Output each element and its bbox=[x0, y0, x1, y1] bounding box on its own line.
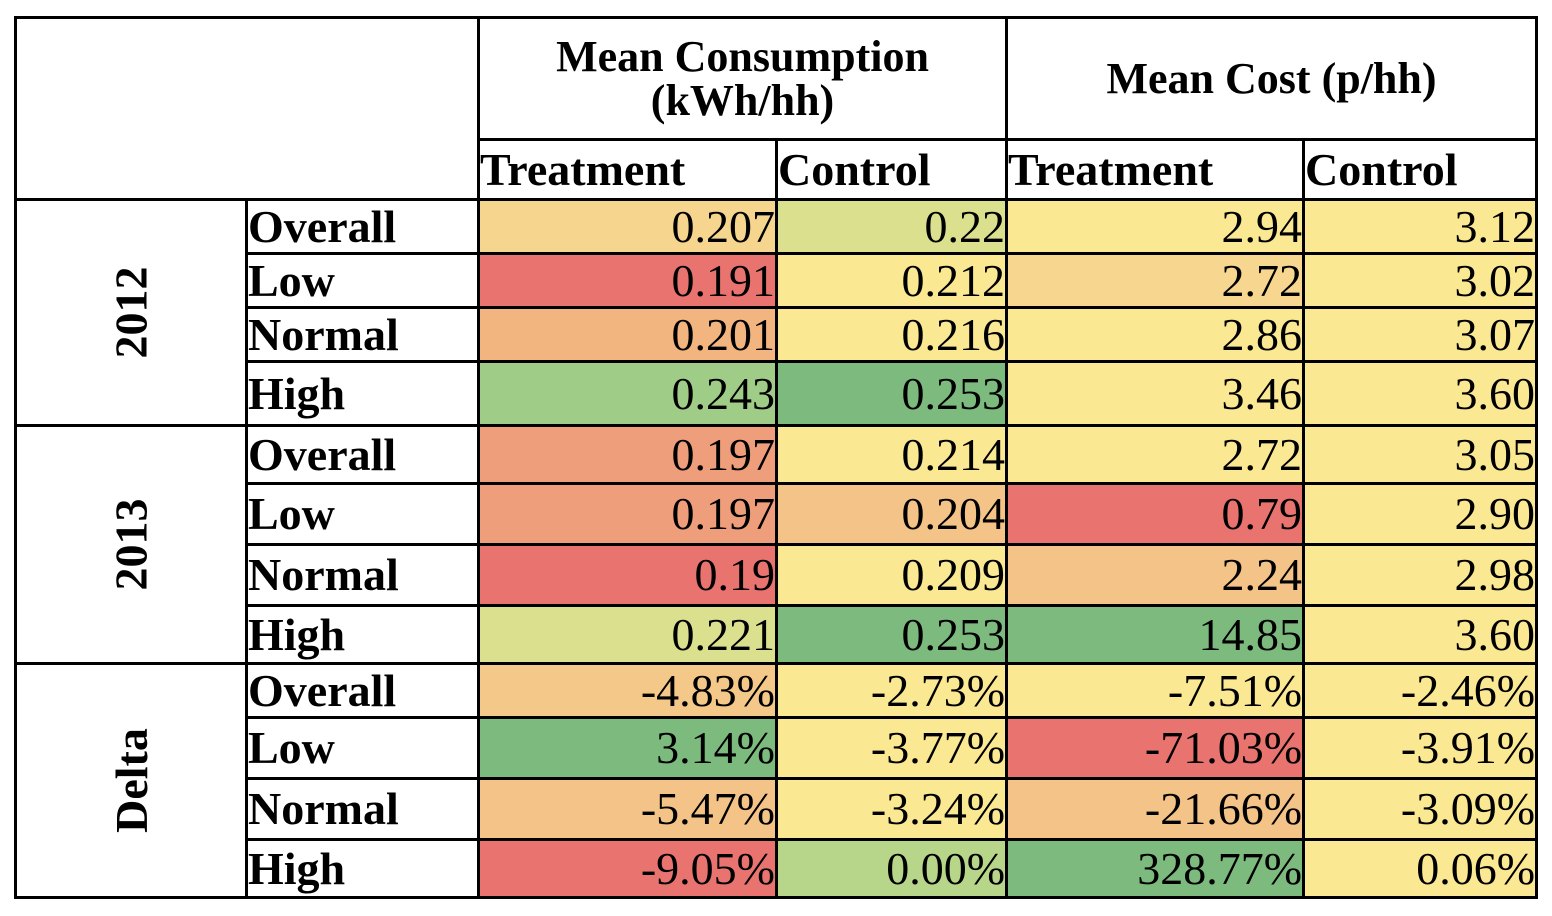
table-row: High 0.221 0.253 14.85 3.60 bbox=[16, 604, 1539, 665]
header-row-sub: Treatment Control Treatment Control bbox=[16, 138, 1539, 201]
table-row: 2013 Overall 0.197 0.214 2.72 3.05 bbox=[14, 424, 1539, 665]
sub-header-consumption-treatment: Treatment bbox=[477, 138, 778, 201]
value-cell: 0.19 bbox=[477, 543, 778, 607]
row-label: Normal bbox=[245, 306, 480, 363]
group-label: 2012 bbox=[14, 198, 248, 427]
value-cell: -71.03% bbox=[1005, 716, 1306, 780]
group-label-text: 2013 bbox=[105, 498, 157, 591]
value-cell: 14.85 bbox=[1005, 604, 1306, 665]
value-cell: 0.191 bbox=[477, 252, 778, 309]
group-label: 2013 bbox=[14, 424, 248, 665]
corner-cell bbox=[14, 16, 480, 201]
value-cell: -9.05% bbox=[477, 838, 778, 899]
value-cell: 3.60 bbox=[1302, 604, 1539, 665]
group-label: Delta bbox=[14, 662, 248, 899]
mean-consumption-header: Mean Consumption (kWh/hh) bbox=[476, 16, 1009, 141]
sub-header-consumption-control: Control bbox=[774, 138, 1009, 201]
value-cell: 3.60 bbox=[1302, 360, 1539, 427]
value-cell: 3.12 bbox=[1302, 198, 1539, 255]
row-label: Overall bbox=[245, 198, 480, 255]
table-row: Normal 0.201 0.216 2.86 3.07 bbox=[16, 306, 1539, 363]
value-cell: 0.212 bbox=[774, 252, 1009, 309]
value-cell: 2.86 bbox=[1005, 306, 1306, 363]
header-row-top: Mean Consumption (kWh/hh) Mean Cost (p/h… bbox=[14, 16, 1539, 201]
value-cell: 0.00% bbox=[774, 838, 1009, 899]
value-cell: 0.79 bbox=[1005, 482, 1306, 546]
table-row: 2012 Overall 0.207 0.22 2.94 3.12 bbox=[14, 198, 1539, 427]
value-cell: 2.72 bbox=[1005, 424, 1306, 485]
value-cell: -3.09% bbox=[1302, 777, 1539, 841]
value-cell: 0.06% bbox=[1302, 838, 1539, 899]
value-cell: 2.24 bbox=[1005, 543, 1306, 607]
table-row: Delta Overall -4.83% -2.73% -7.51% -2.46% bbox=[14, 662, 1539, 899]
value-cell: 0.22 bbox=[774, 198, 1009, 255]
value-cell: 2.72 bbox=[1005, 252, 1306, 309]
row-label: Overall bbox=[245, 424, 480, 485]
row-label: Normal bbox=[245, 777, 480, 841]
value-cell: 0.201 bbox=[477, 306, 778, 363]
value-cell: 0.197 bbox=[477, 424, 778, 485]
mean-cost-header: Mean Cost (p/hh) bbox=[1005, 16, 1539, 141]
value-cell: 0.221 bbox=[477, 604, 778, 665]
value-cell: 0.204 bbox=[774, 482, 1009, 546]
value-cell: 328.77% bbox=[1005, 838, 1306, 899]
value-cell: 0.253 bbox=[774, 604, 1009, 665]
sub-header-cost-control: Control bbox=[1302, 138, 1539, 201]
table-row: Low 0.191 0.212 2.72 3.02 bbox=[16, 252, 1539, 309]
value-cell: 2.98 bbox=[1302, 543, 1539, 607]
group-label-text: 2012 bbox=[105, 266, 157, 359]
value-cell: -3.24% bbox=[774, 777, 1009, 841]
table-row: Normal 0.19 0.209 2.24 2.98 bbox=[16, 543, 1539, 607]
value-cell: -7.51% bbox=[1005, 662, 1306, 719]
row-label: Overall bbox=[245, 662, 480, 719]
table-row: Normal -5.47% -3.24% -21.66% -3.09% bbox=[16, 777, 1539, 841]
value-cell: -3.91% bbox=[1302, 716, 1539, 780]
table-row: High -9.05% 0.00% 328.77% 0.06% bbox=[16, 838, 1539, 899]
table-row: High 0.243 0.253 3.46 3.60 bbox=[16, 360, 1539, 427]
value-cell: -4.83% bbox=[477, 662, 778, 719]
value-cell: 0.197 bbox=[477, 482, 778, 546]
row-label: Normal bbox=[245, 543, 480, 607]
table-row: Low 3.14% -3.77% -71.03% -3.91% bbox=[16, 716, 1539, 780]
value-cell: 3.02 bbox=[1302, 252, 1539, 309]
data-table: Mean Consumption (kWh/hh) Mean Cost (p/h… bbox=[14, 16, 1539, 899]
table-row: Low 0.197 0.204 0.79 2.90 bbox=[16, 482, 1539, 546]
value-cell: 3.14% bbox=[477, 716, 778, 780]
value-cell: 2.90 bbox=[1302, 482, 1539, 546]
value-cell: 0.207 bbox=[477, 198, 778, 255]
group-label-text: Delta bbox=[105, 728, 157, 833]
value-cell: 0.214 bbox=[774, 424, 1009, 485]
value-cell: -2.46% bbox=[1302, 662, 1539, 719]
row-label: Low bbox=[245, 482, 480, 546]
value-cell: 0.216 bbox=[774, 306, 1009, 363]
value-cell: 0.253 bbox=[774, 360, 1009, 427]
row-label: High bbox=[245, 604, 480, 665]
value-cell: -5.47% bbox=[477, 777, 778, 841]
row-label: Low bbox=[245, 252, 480, 309]
value-cell: -21.66% bbox=[1005, 777, 1306, 841]
value-cell: 2.94 bbox=[1005, 198, 1306, 255]
value-cell: 3.46 bbox=[1005, 360, 1306, 427]
row-label: High bbox=[245, 360, 480, 427]
value-cell: 0.243 bbox=[477, 360, 778, 427]
row-label: High bbox=[245, 838, 480, 899]
value-cell: 3.07 bbox=[1302, 306, 1539, 363]
value-cell: 0.209 bbox=[774, 543, 1009, 607]
sub-header-cost-treatment: Treatment bbox=[1005, 138, 1306, 201]
value-cell: 3.05 bbox=[1302, 424, 1539, 485]
row-label: Low bbox=[245, 716, 480, 780]
value-cell: -3.77% bbox=[774, 716, 1009, 780]
value-cell: -2.73% bbox=[774, 662, 1009, 719]
